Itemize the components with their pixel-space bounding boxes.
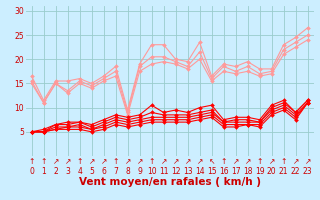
X-axis label: Vent moyen/en rafales ( km/h ): Vent moyen/en rafales ( km/h ) xyxy=(79,177,260,187)
